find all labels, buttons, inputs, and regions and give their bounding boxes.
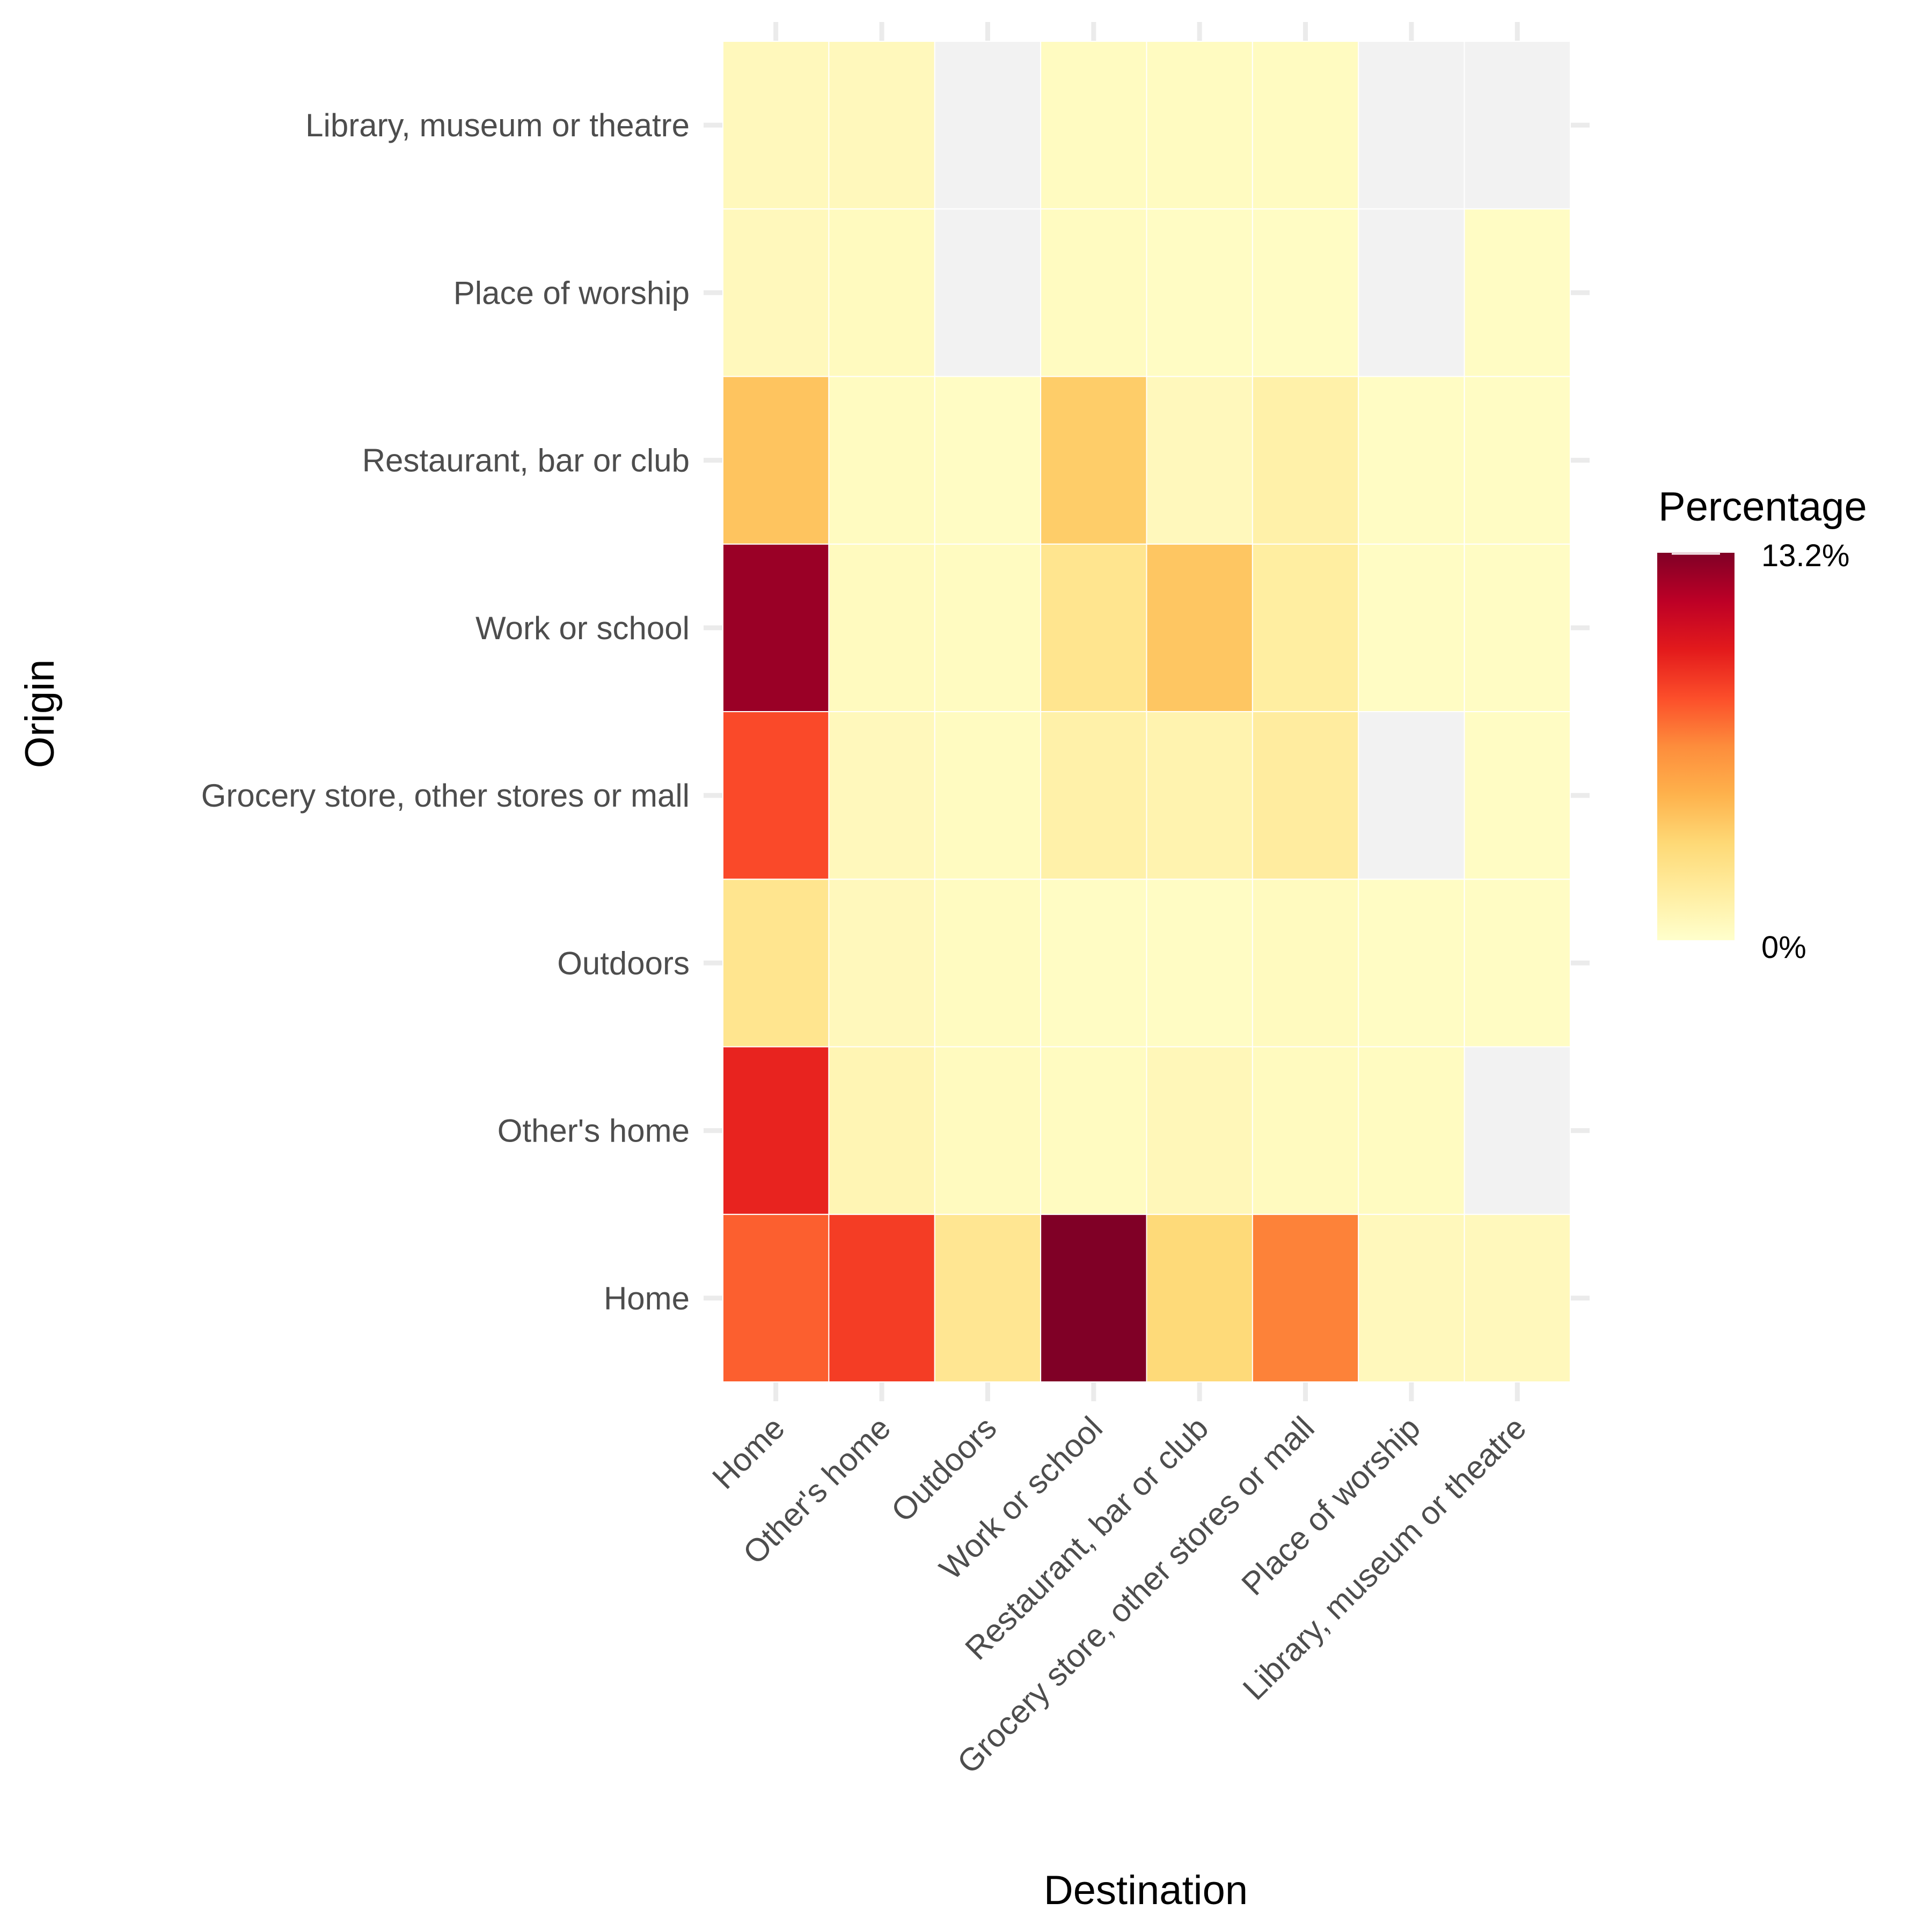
heatmap-cell xyxy=(828,1046,935,1215)
heatmap-cell xyxy=(1358,208,1465,377)
y-tick-label: Home xyxy=(604,1280,690,1316)
heatmap-cell xyxy=(1252,41,1359,210)
legend-title: Percentage xyxy=(1658,484,1867,530)
heatmap-cell xyxy=(1146,711,1253,880)
y-tick-label: Work or school xyxy=(475,610,690,646)
heatmap-cell xyxy=(934,711,1042,880)
heatmap-cell xyxy=(1358,1046,1465,1215)
heatmap-cell xyxy=(828,208,935,377)
heatmap-cell xyxy=(1040,1046,1147,1215)
heatmap-cell xyxy=(1358,376,1465,545)
heatmap-cell xyxy=(1358,1213,1465,1382)
axis-ticks xyxy=(704,22,1590,1401)
heatmap-cell xyxy=(1252,543,1359,712)
heatmap-cell xyxy=(1463,1046,1571,1215)
heatmap-cell xyxy=(934,1046,1042,1215)
heatmap-cell xyxy=(1463,711,1571,880)
heatmap-cell xyxy=(1252,1213,1359,1382)
heatmap-cell xyxy=(1040,543,1147,712)
heatmap-cell xyxy=(722,543,830,712)
heatmap-cell xyxy=(1358,879,1465,1048)
heatmap-cell xyxy=(828,711,935,880)
heatmap-cell xyxy=(1040,41,1147,210)
heatmap-cell xyxy=(1358,711,1465,880)
heatmap-cell xyxy=(934,376,1042,545)
y-tick-label: Outdoors xyxy=(557,945,690,981)
y-axis-title: Origin xyxy=(17,660,63,769)
heatmap-cell xyxy=(1040,879,1147,1048)
y-tick-label: Grocery store, other stores or mall xyxy=(201,778,690,814)
heatmap-cell xyxy=(1040,711,1147,880)
heatmap-cell xyxy=(1146,1046,1253,1215)
heatmap-cells xyxy=(722,41,1571,1382)
heatmap-cell xyxy=(828,376,935,545)
heatmap-cell xyxy=(722,376,830,545)
heatmap-cell xyxy=(722,1046,830,1215)
heatmap-cell xyxy=(828,1213,935,1382)
heatmap-cell xyxy=(1463,208,1571,377)
heatmap-cell xyxy=(1146,376,1253,545)
legend-colorbar xyxy=(1657,553,1735,940)
heatmap-cell xyxy=(934,41,1042,210)
heatmap-cell xyxy=(1252,1046,1359,1215)
heatmap-cell xyxy=(934,1213,1042,1382)
heatmap-cell xyxy=(934,879,1042,1048)
x-tick-label: Place of worship xyxy=(1234,1410,1427,1602)
heatmap-cell xyxy=(828,879,935,1048)
heatmap-cell xyxy=(1463,543,1571,712)
heatmap-cell xyxy=(722,711,830,880)
heatmap-cell xyxy=(828,543,935,712)
heatmap-cell xyxy=(1040,1213,1147,1382)
heatmap-cell xyxy=(828,41,935,210)
heatmap-cell xyxy=(1252,208,1359,377)
heatmap-cell xyxy=(1146,1213,1253,1382)
y-axis-tick-labels: Home Other's home Outdoors Grocery store, o… xyxy=(201,107,690,1316)
heatmap-cell xyxy=(1146,879,1253,1048)
heatmap-cell xyxy=(1463,879,1571,1048)
y-tick-label: Place of worship xyxy=(453,275,690,311)
heatmap-cell xyxy=(1040,208,1147,377)
heatmap-cell xyxy=(934,543,1042,712)
heatmap-cell xyxy=(1146,208,1253,377)
legend-max-label: 13.2% xyxy=(1761,538,1849,573)
color-legend: Percentage 13.2% 0% xyxy=(1657,484,1867,965)
heatmap-cell xyxy=(722,1213,830,1382)
heatmap-cell xyxy=(934,208,1042,377)
heatmap-cell xyxy=(1358,543,1465,712)
heatmap-cell xyxy=(1252,376,1359,545)
heatmap-cell xyxy=(1463,41,1571,210)
heatmap-cell xyxy=(722,41,830,210)
heatmap-cell xyxy=(1463,376,1571,545)
heatmap-cell xyxy=(1252,879,1359,1048)
y-tick-label: Restaurant, bar or club xyxy=(362,443,690,479)
heatmap-cell xyxy=(1463,1213,1571,1382)
heatmap-cell xyxy=(1146,41,1253,210)
x-axis-title: Destination xyxy=(1044,1868,1248,1913)
y-tick-label: Library, museum or theatre xyxy=(305,107,690,143)
heatmap-cell xyxy=(1358,41,1465,210)
y-tick-label: Other's home xyxy=(497,1113,690,1149)
legend-min-label: 0% xyxy=(1761,930,1806,965)
heatmap-cell xyxy=(1252,711,1359,880)
heatmap-cell xyxy=(722,208,830,377)
heatmap-cell xyxy=(1040,376,1147,545)
x-tick-label: Home xyxy=(705,1410,792,1496)
heatmap-cell xyxy=(1146,543,1253,712)
heatmap-cell xyxy=(722,879,830,1048)
